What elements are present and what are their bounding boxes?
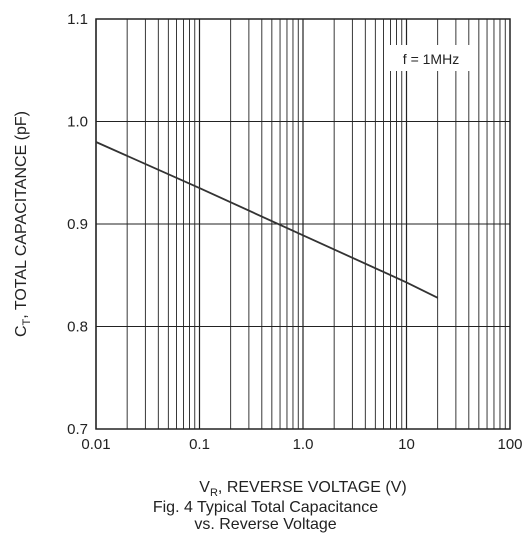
capacitance-curve xyxy=(95,141,439,299)
frequency-annotation: f = 1MHz xyxy=(403,51,459,67)
y-tick-label: 1.0 xyxy=(67,114,88,131)
y-tick-labels: 0.7 0.8 0.9 1.0 1.1 xyxy=(67,11,88,438)
x-axis-title: VR, REVERSE VOLTAGE (V) xyxy=(199,479,406,499)
caption-line-2: vs. Reverse Voltage xyxy=(194,516,337,533)
x-tick-label: 0.1 xyxy=(189,436,210,453)
y-tick-label: 0.8 xyxy=(67,319,88,336)
y-tick-label: 0.7 xyxy=(67,421,88,438)
x-tick-label: 1.0 xyxy=(293,436,314,453)
grid-lines xyxy=(95,18,510,430)
plot-frame xyxy=(95,18,511,430)
figure-caption: Fig. 4 Typical Total Capacitance vs. Rev… xyxy=(0,499,531,533)
y-tick-label: 0.9 xyxy=(67,216,88,233)
annotation-box xyxy=(387,45,475,71)
caption-line-1: Fig. 4 Typical Total Capacitance xyxy=(152,499,379,516)
y-tick-label: 1.1 xyxy=(67,11,88,28)
series-layer xyxy=(95,141,439,299)
x-tick-label: 0.01 xyxy=(81,436,110,453)
y-axis-title: CT, TOTAL CAPACITANCE (pF) xyxy=(13,111,33,337)
x-tick-label: 100 xyxy=(497,436,522,453)
x-tick-labels: 0.01 0.1 1.0 10 100 xyxy=(81,436,522,453)
x-tick-label: 10 xyxy=(398,436,415,453)
